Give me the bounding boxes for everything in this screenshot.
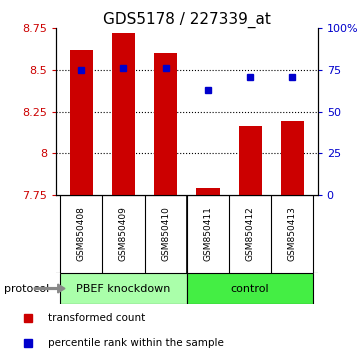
Text: GSM850409: GSM850409 bbox=[119, 206, 128, 261]
Bar bbox=[60, 273, 187, 304]
Text: transformed count: transformed count bbox=[48, 313, 145, 323]
Bar bbox=[70, 50, 93, 195]
Title: GDS5178 / 227339_at: GDS5178 / 227339_at bbox=[103, 12, 271, 28]
Bar bbox=[281, 121, 304, 195]
Text: PBEF knockdown: PBEF knockdown bbox=[76, 284, 171, 293]
Text: GSM850411: GSM850411 bbox=[204, 206, 212, 261]
Text: GSM850413: GSM850413 bbox=[288, 206, 297, 261]
Bar bbox=[112, 33, 135, 195]
Text: GSM850408: GSM850408 bbox=[77, 206, 86, 261]
Text: percentile rank within the sample: percentile rank within the sample bbox=[48, 338, 224, 348]
Bar bbox=[239, 126, 262, 195]
Text: GSM850410: GSM850410 bbox=[161, 206, 170, 261]
Text: protocol: protocol bbox=[4, 284, 49, 293]
Bar bbox=[154, 53, 177, 195]
Text: control: control bbox=[231, 284, 269, 293]
Text: GSM850412: GSM850412 bbox=[245, 206, 255, 261]
Bar bbox=[196, 188, 219, 195]
Bar bbox=[187, 273, 313, 304]
